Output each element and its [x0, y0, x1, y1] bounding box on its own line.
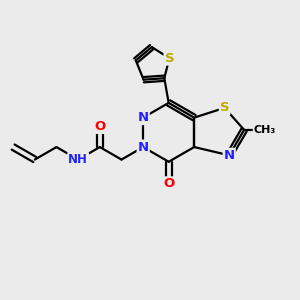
Text: NH: NH	[68, 153, 88, 166]
Text: O: O	[94, 120, 105, 133]
Text: N: N	[138, 141, 149, 154]
Text: S: S	[164, 52, 174, 64]
Text: N: N	[224, 149, 235, 162]
Text: S: S	[220, 101, 230, 114]
Text: CH₃: CH₃	[254, 125, 276, 135]
Text: O: O	[163, 177, 174, 190]
Text: N: N	[138, 111, 149, 124]
